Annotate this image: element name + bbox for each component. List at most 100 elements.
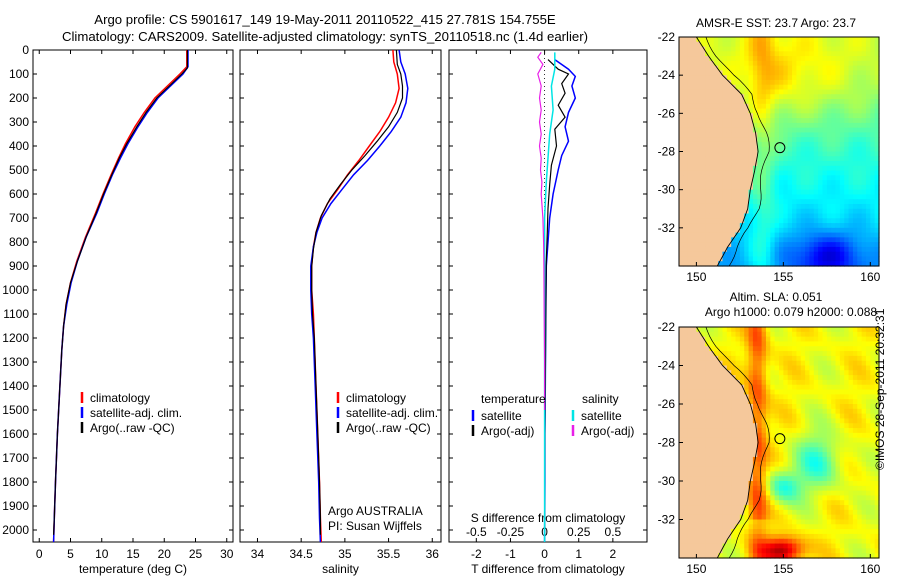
depth-tick-label: 200: [9, 91, 29, 105]
panel-salinity: 34 34.5 35 35.5 36 salinity climatologysatelli…: [239, 49, 442, 576]
x-tick-label: -1: [505, 547, 516, 561]
map-lon-label: 155: [773, 562, 793, 576]
map-lat-label: -22: [658, 320, 676, 334]
s-axis-label: S difference from climatology: [471, 511, 626, 525]
x-tick-label: 35: [338, 547, 352, 561]
x-tick-label: 36: [426, 547, 440, 561]
depth-tick-label: 1600: [2, 427, 29, 441]
x-tick-label: 15: [126, 547, 140, 561]
sla-map-subtitle: Argo h1000: 0.079 h2000: 0.088: [705, 305, 877, 319]
s-tick-label: 0.25: [567, 525, 591, 539]
depth-tick-label: 2000: [2, 523, 29, 537]
legend-label: Argo(..raw -QC): [346, 421, 431, 435]
s-tick-label: 0.5: [605, 525, 622, 539]
depth-tick-label: 1000: [2, 283, 29, 297]
legend-title-temperature: temperature: [481, 392, 546, 406]
depth-tick-label: 1300: [2, 355, 29, 369]
plot-frame: [239, 49, 442, 543]
x-tick-label: 1: [575, 547, 582, 561]
legend-label: Argo(-adj): [581, 424, 634, 438]
x-tick-label: 0: [36, 547, 43, 561]
map-lat-label: -24: [658, 68, 676, 82]
map-lon-label: 160: [860, 562, 880, 576]
figure-title-line-2: Climatology: CARS2009. Satellite-adjuste…: [61, 29, 589, 44]
map-lat-label: -32: [658, 221, 676, 235]
plot-frame: [448, 49, 648, 543]
legend-label: satellite-adj. clim.: [346, 406, 438, 420]
annotation-text: Argo AUSTRALIA: [328, 504, 423, 518]
legend-label: Argo(-adj): [481, 424, 534, 438]
depth-tick-label: 1100: [3, 307, 29, 321]
depth-tick-label: 0: [22, 43, 29, 57]
map-lat-label: -24: [658, 359, 676, 373]
map-sst_map: 150 155 160 -22 -24 -26 -28 -30 -32 AMSR-E SST: 2…: [658, 16, 881, 284]
depth-tick-label: 1200: [2, 331, 29, 345]
x-tick-label: 20: [158, 547, 172, 561]
series-line-s-argo: [537, 52, 546, 410]
map-sla_map: 150 155 160 -22 -24 -26 -28 -30 -32 Altim. SLA: 0…: [658, 290, 881, 576]
map-lat-label: -28: [658, 145, 676, 159]
depth-tick-label: 1500: [2, 403, 29, 417]
x-tick-label: 34: [251, 547, 265, 561]
x-tick-label: 10: [95, 547, 109, 561]
argo-location-marker: [774, 433, 786, 445]
map-lat-label: -22: [658, 30, 676, 44]
series-line-argo-raw-qc-: [311, 49, 404, 535]
sst-map-title: AMSR-E SST: 23.7 Argo: 23.7: [696, 16, 856, 30]
plot-frame: [32, 49, 234, 543]
legend-label: climatology: [90, 391, 150, 405]
imos-stamp: ©IMOS 28-Sep-2011 20:32:31: [873, 308, 887, 470]
map-lat-label: -32: [658, 513, 676, 527]
series-line-satellite-adj-clim-: [310, 49, 409, 543]
depth-tick-label: 500: [9, 163, 29, 177]
x-tick-label: 0: [541, 547, 548, 561]
depth-tick-label: 1800: [2, 475, 29, 489]
map-lat-label: -28: [658, 436, 676, 450]
x-tick-label: 35.5: [377, 547, 401, 561]
depth-tick-label: 1900: [2, 499, 29, 513]
map-lat-label: -30: [658, 474, 676, 488]
map-lon-label: 160: [860, 270, 880, 284]
figure-title-line-1: Argo profile: CS 5901617_149 19-May-2011…: [94, 12, 556, 27]
depth-tick-label: 600: [9, 187, 29, 201]
map-lat-label: -26: [658, 397, 676, 411]
coastline: [696, 326, 759, 559]
panel-temperature: 0100200300400500600700800900100011001200…: [2, 43, 233, 576]
depth-tick-label: 100: [9, 67, 29, 81]
x-axis-label: temperature (deg C): [79, 562, 187, 576]
legend-title-salinity: salinity: [582, 392, 619, 406]
map-lon-label: 150: [686, 562, 706, 576]
series-line-argo-raw-qc-: [53, 50, 188, 535]
sla-map-title: Altim. SLA: 0.051: [730, 290, 823, 304]
x-tick-label: 25: [189, 547, 203, 561]
legend-label: satellite: [581, 409, 622, 423]
x-tick-label: 30: [220, 547, 234, 561]
depth-tick-label: 300: [9, 115, 29, 129]
x-tick-label: 5: [67, 547, 74, 561]
isobath-line: [705, 326, 770, 559]
depth-tick-label: 400: [9, 139, 29, 153]
legend-label: climatology: [346, 391, 406, 405]
depth-tick-label: 700: [9, 211, 29, 225]
annotation-text: PI: Susan Wijffels: [328, 519, 422, 533]
depth-tick-label: 900: [9, 259, 29, 273]
x-tick-label: -2: [471, 547, 482, 561]
argo-location-marker: [774, 142, 786, 154]
x-axis-label: T difference from climatology: [471, 562, 625, 576]
depth-tick-label: 1700: [2, 451, 29, 465]
map-lon-label: 150: [686, 270, 706, 284]
legend-label: satellite: [481, 409, 522, 423]
panel-difference: -2 -1 0 1 2-0.5 -0.25 0 0.25 0.5S difference fro…: [448, 49, 648, 576]
x-tick-label: 2: [610, 547, 617, 561]
map-lat-label: -30: [658, 183, 676, 197]
x-axis-label: salinity: [322, 562, 359, 576]
x-tick-label: 34.5: [289, 547, 313, 561]
isobath-line: [705, 36, 770, 267]
legend-label: satellite-adj. clim.: [90, 406, 182, 420]
map-lon-label: 155: [773, 270, 793, 284]
depth-tick-label: 1400: [2, 379, 29, 393]
legend-label: Argo(..raw -QC): [90, 421, 175, 435]
s-tick-label: -0.5: [466, 525, 487, 539]
depth-tick-label: 800: [9, 235, 29, 249]
